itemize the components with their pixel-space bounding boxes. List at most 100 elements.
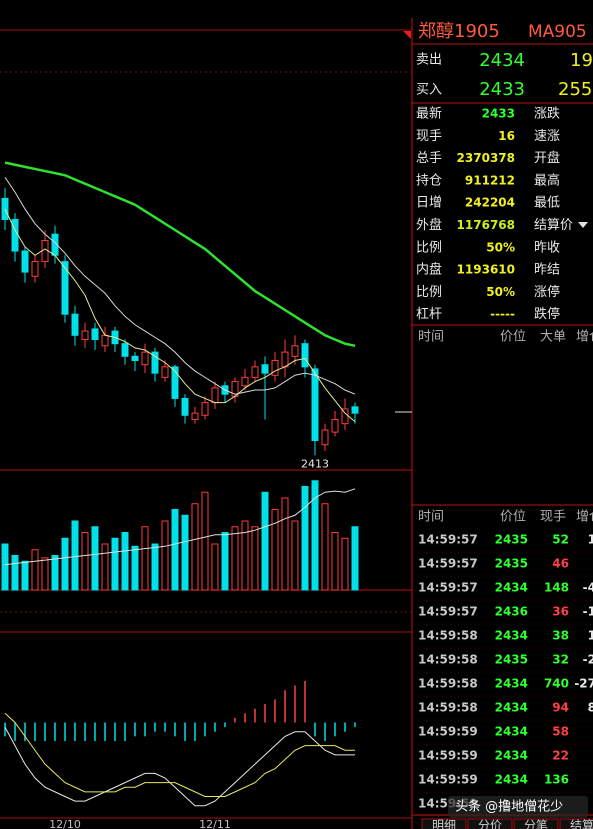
tick-volume: 32 xyxy=(552,653,569,667)
tick-price: 2435 xyxy=(495,533,528,547)
tab[interactable] xyxy=(559,818,593,829)
bid-volume: 255 xyxy=(558,79,592,100)
tab-label[interactable]: 明细 xyxy=(432,819,456,829)
tab[interactable] xyxy=(421,818,467,829)
stat-label: 比例 xyxy=(416,285,442,300)
tick-volume: 46 xyxy=(552,557,569,571)
corner-mark xyxy=(403,31,411,39)
stat-right-label: 速涨 xyxy=(534,129,560,144)
tick-time: 14:59:57 xyxy=(418,581,478,595)
candle-body xyxy=(11,218,19,252)
tab-label[interactable]: 结算 xyxy=(570,818,593,829)
stat-value: 50% xyxy=(486,240,515,254)
tick-time: 14:59:57 xyxy=(418,557,478,571)
volume-bar xyxy=(161,520,169,591)
tick-time: 14:59:58 xyxy=(418,701,478,715)
tick-price: 2434 xyxy=(495,773,528,787)
tab[interactable] xyxy=(467,818,513,829)
volume-bar xyxy=(251,526,259,591)
volume-bar xyxy=(191,503,199,591)
tab-label[interactable]: 分笔 xyxy=(524,818,548,829)
volume-bar xyxy=(131,545,139,591)
candle-body xyxy=(211,387,219,404)
candle-body xyxy=(21,250,29,273)
volume-bar xyxy=(181,514,189,591)
candle-body xyxy=(271,360,279,376)
stat-right-label: 最高 xyxy=(534,172,560,188)
tick-price: 2434 xyxy=(495,701,528,715)
tick-change: 1 xyxy=(588,533,593,547)
candle-body xyxy=(151,351,159,374)
volume-bar xyxy=(281,497,289,591)
tick-change: -1 xyxy=(583,605,593,619)
volume-bar xyxy=(221,532,229,591)
volume-bar xyxy=(141,526,149,591)
tick-change: 1 xyxy=(588,629,593,643)
candle-body xyxy=(121,343,129,357)
volume-bar xyxy=(231,526,239,591)
low-label: 2413 xyxy=(301,457,329,470)
candle-body xyxy=(31,261,39,277)
indicator-line xyxy=(4,488,356,566)
tick-time: 14:59:59 xyxy=(418,773,478,787)
tick-price: 2434 xyxy=(495,749,528,763)
tab-label[interactable]: 分价 xyxy=(478,819,502,829)
candle-body xyxy=(41,240,49,263)
volume-bar xyxy=(171,509,179,591)
volume-bar xyxy=(291,520,299,591)
tick-volume: 94 xyxy=(552,701,569,715)
bid-label: 买入 xyxy=(416,83,442,98)
watermark: 头条 @撸地僧花少 xyxy=(455,799,563,815)
candle-body xyxy=(181,397,189,416)
column-header: 大单 xyxy=(540,330,566,345)
stat-value: 50% xyxy=(486,285,515,299)
tick-volume: 58 xyxy=(552,725,569,739)
candle-body xyxy=(91,328,99,340)
volume-bar xyxy=(151,543,159,591)
stat-label: 持仓 xyxy=(416,173,442,188)
volume-bar xyxy=(41,557,49,591)
stat-value: 2433 xyxy=(482,107,515,121)
tick-price: 2434 xyxy=(495,581,528,595)
stat-value: ----- xyxy=(490,307,515,321)
candle-body xyxy=(251,366,259,378)
dropdown-icon xyxy=(578,222,588,228)
column-header: 价位 xyxy=(500,510,526,525)
candle-body xyxy=(321,429,329,446)
bid-price: 2433 xyxy=(479,79,525,100)
stat-right-label: 结算价 xyxy=(534,218,573,233)
volume-bar xyxy=(271,509,279,591)
volume-bar xyxy=(321,503,329,591)
stat-label: 内盘 xyxy=(416,262,442,278)
volume-bar xyxy=(331,532,339,591)
indicator-line xyxy=(4,726,355,807)
contract-name: 郑醇1905 xyxy=(418,21,500,42)
tick-price: 2434 xyxy=(495,725,528,739)
stat-value: 911212 xyxy=(465,173,515,187)
candle-body xyxy=(161,366,169,378)
tick-volume: 148 xyxy=(544,581,569,595)
candle-body xyxy=(101,334,109,347)
volume-bar xyxy=(201,491,209,591)
tab[interactable] xyxy=(513,818,559,829)
column-header: 时间 xyxy=(418,330,444,345)
candle-body xyxy=(241,376,249,387)
volume-bar xyxy=(21,560,29,591)
date-label: 12/11 xyxy=(199,818,231,829)
date-label: 12/10 xyxy=(49,818,81,829)
stat-label: 比例 xyxy=(416,240,442,255)
stat-value: 1193610 xyxy=(457,263,515,277)
volume-bar xyxy=(111,537,119,591)
indicator-line xyxy=(4,177,356,395)
candle-body xyxy=(201,402,209,416)
volume-bar xyxy=(351,526,359,591)
watermark-bg xyxy=(448,796,588,818)
indicator-line xyxy=(4,161,356,348)
candle-body xyxy=(281,351,289,368)
volume-bar xyxy=(51,555,59,591)
tick-volume: 22 xyxy=(552,749,569,763)
stat-label: 杠杆 xyxy=(416,306,442,322)
tick-volume: 136 xyxy=(544,773,569,787)
stat-right-label: 开盘 xyxy=(534,150,560,166)
